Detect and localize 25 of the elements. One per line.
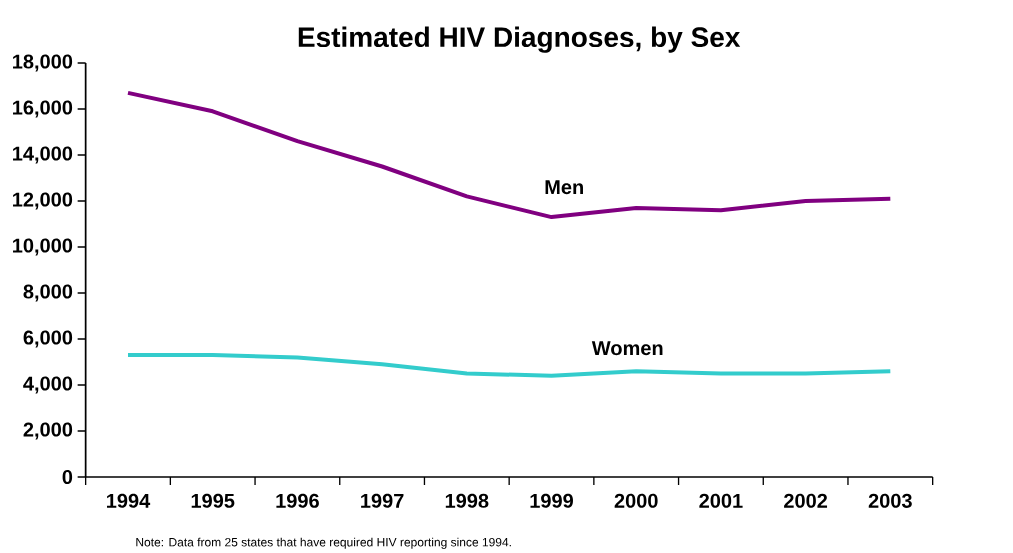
y-tick-label: 6,000 bbox=[23, 330, 73, 348]
series-label: Men bbox=[545, 180, 583, 195]
x-tick-label: 1994 bbox=[107, 493, 151, 508]
x-tick-label: 2000 bbox=[614, 493, 658, 508]
y-tick-label: 2,000 bbox=[23, 422, 73, 440]
line-series bbox=[126, 90, 893, 220]
y-tick-label: 4,000 bbox=[23, 376, 73, 394]
x-tick-label: 1995 bbox=[191, 493, 235, 508]
series-label: Women bbox=[591, 341, 663, 356]
x-tick-label: 2001 bbox=[699, 493, 743, 508]
y-tick-label: 12,000 bbox=[13, 192, 73, 210]
y-tick-label: 0 bbox=[62, 469, 73, 485]
y-tick-label: 8,000 bbox=[23, 284, 73, 302]
y-tick-label: 18,000 bbox=[13, 54, 73, 72]
x-tick-label: 2002 bbox=[784, 493, 828, 508]
y-tick-label: 16,000 bbox=[13, 100, 73, 118]
x-tick-label: 1999 bbox=[530, 493, 573, 508]
y-tick-label: 10,000 bbox=[13, 238, 73, 256]
x-tick-label: 2003 bbox=[868, 493, 912, 508]
x-tick-label: 1997 bbox=[361, 493, 404, 508]
x-tick-label: 1996 bbox=[276, 493, 319, 508]
chart-title: Estimated HIV Diagnoses, by Sex bbox=[298, 26, 741, 53]
y-tick-label: 14,000 bbox=[13, 146, 73, 164]
x-tick-label: 1998 bbox=[445, 493, 489, 508]
text: Note: Data from 25 states that have required HIV reporting since 1994. bbox=[136, 537, 511, 549]
